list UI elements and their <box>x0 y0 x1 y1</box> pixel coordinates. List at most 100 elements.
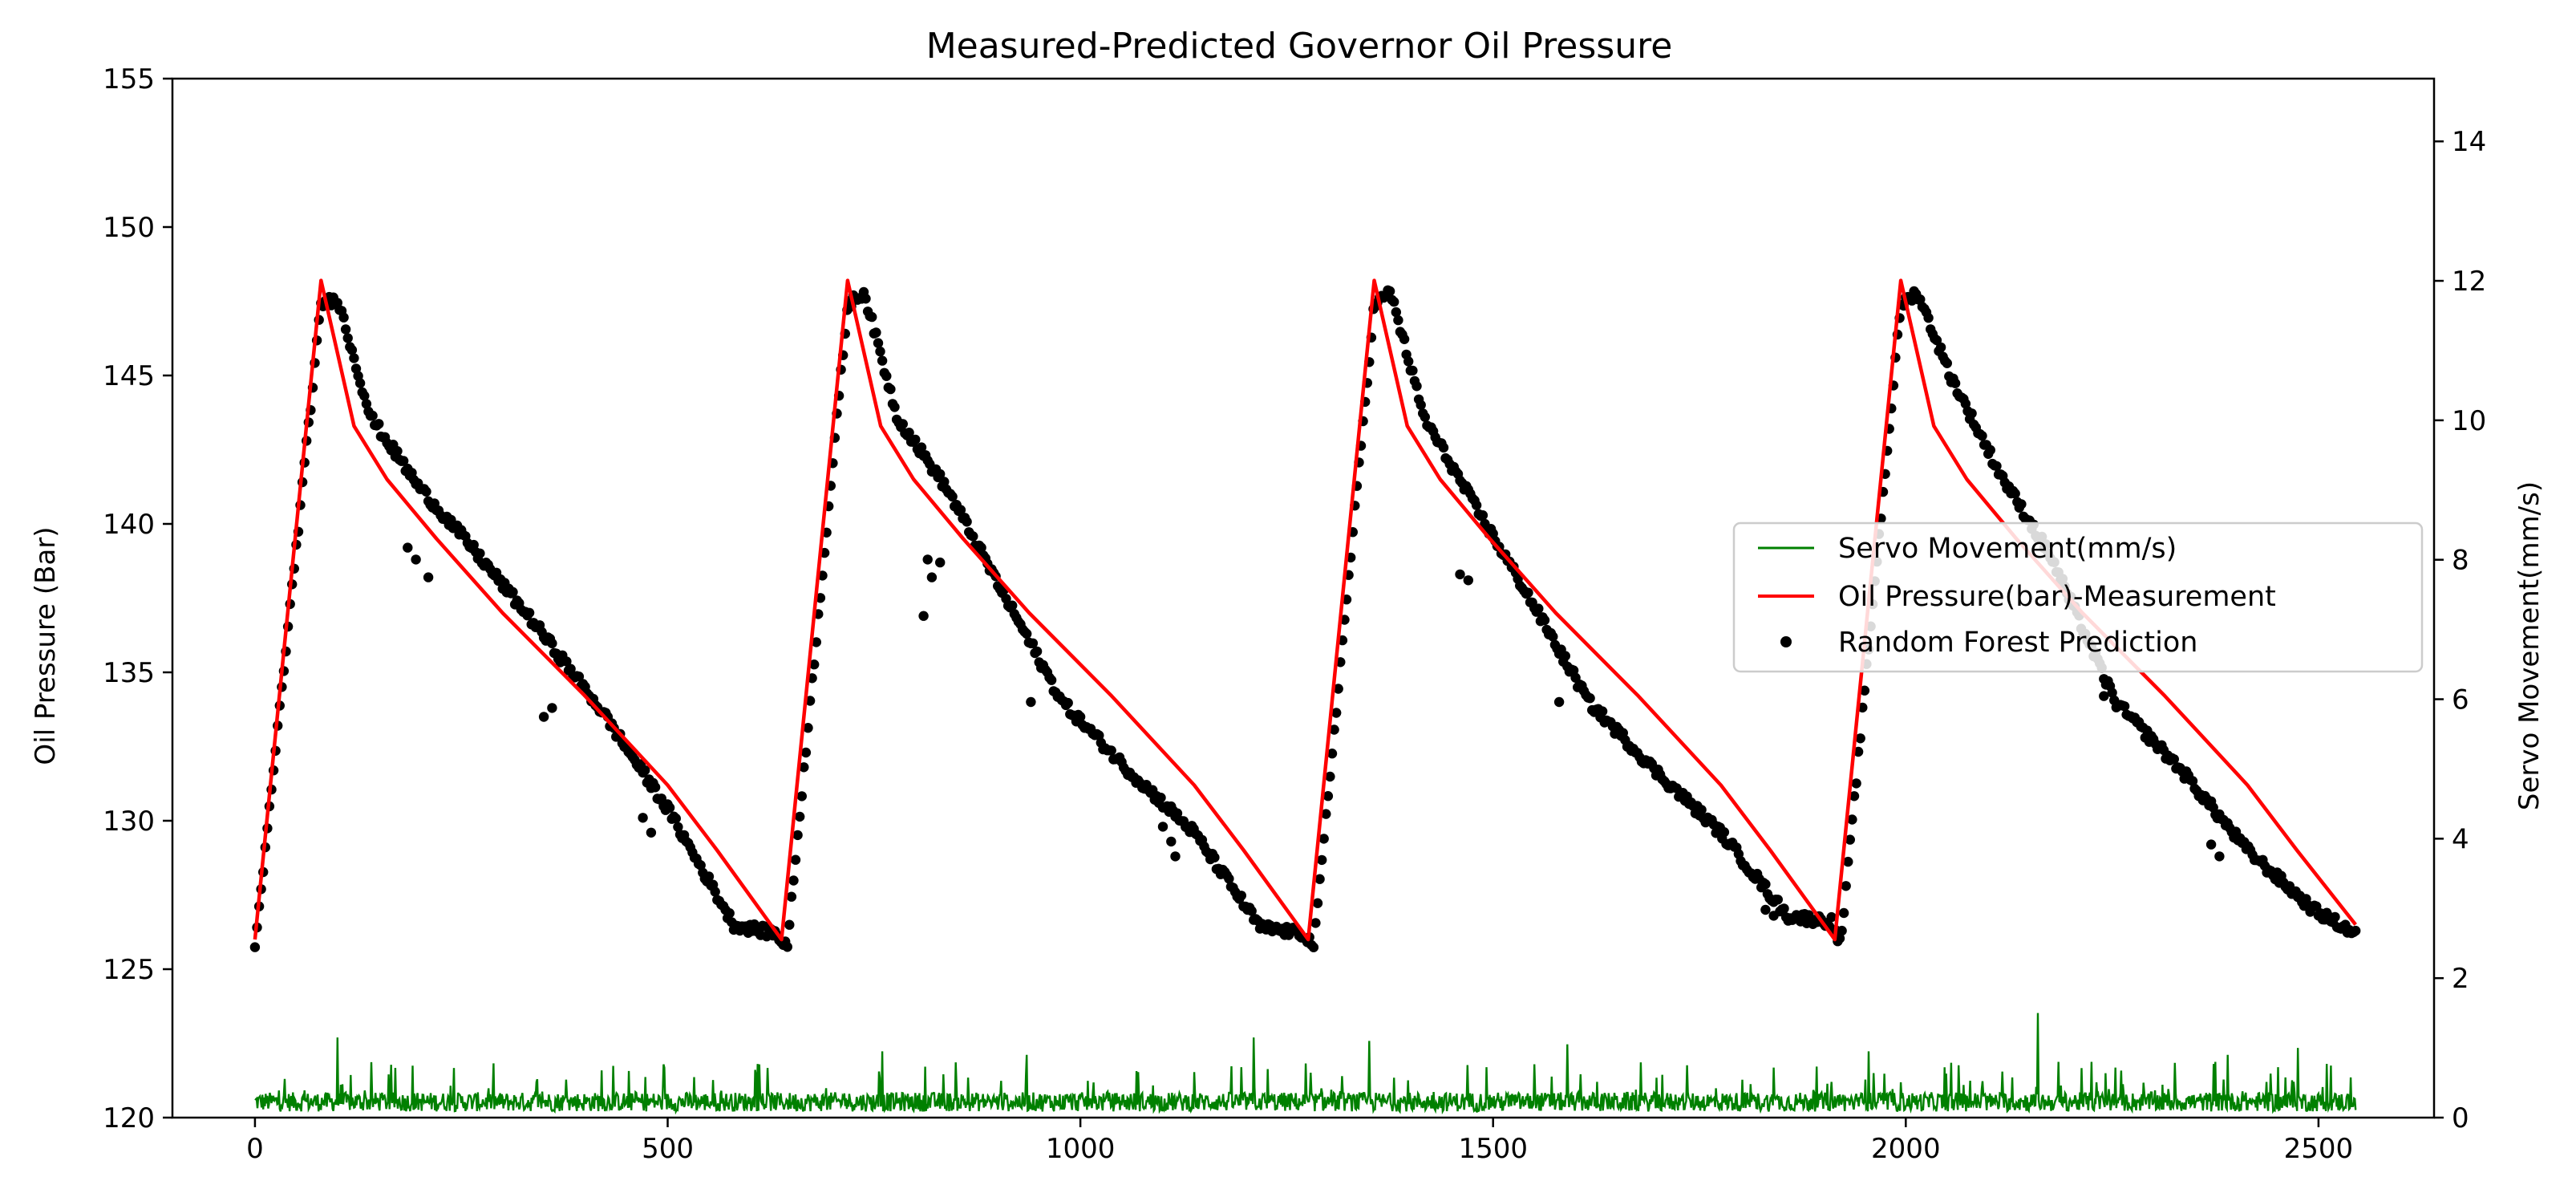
prediction-point <box>1106 745 1116 756</box>
prediction-point <box>1851 778 1861 789</box>
prediction-outlier-point <box>935 557 946 568</box>
prediction-outlier-point <box>2205 839 2217 850</box>
prediction-point <box>1407 365 1418 376</box>
prediction-point <box>1779 903 1789 914</box>
prediction-point <box>1960 399 1971 409</box>
prediction-point <box>573 672 585 682</box>
prediction-point <box>1560 651 1571 661</box>
prediction-point <box>1246 906 1257 916</box>
prediction-point <box>1393 315 1403 326</box>
y-tick-label: 130 <box>103 806 155 838</box>
prediction-point <box>1416 400 1426 410</box>
prediction-outlier-point <box>926 572 938 582</box>
prediction-outlier-point <box>1463 575 1474 586</box>
y-tick-label: 145 <box>103 360 155 392</box>
prediction-point <box>815 593 826 603</box>
prediction-point <box>359 391 370 401</box>
y-tick-label: 150 <box>103 212 155 244</box>
prediction-point <box>1224 874 1234 884</box>
chart-title: Measured-Predicted Governor Oil Pressure <box>926 26 1673 67</box>
prediction-point <box>1935 342 1946 353</box>
prediction-point <box>561 656 572 667</box>
y2-tick-label: 8 <box>2452 545 2469 577</box>
legend-swatch-prediction <box>1780 636 1792 647</box>
prediction-point <box>1318 834 1329 844</box>
prediction-point <box>1977 431 1987 441</box>
prediction-point <box>790 854 801 865</box>
y2-tick-label: 14 <box>2452 126 2486 158</box>
prediction-point <box>1027 638 1039 648</box>
prediction-point <box>1471 500 1482 510</box>
prediction-point <box>2016 499 2027 509</box>
legend-box <box>1732 521 2424 673</box>
prediction-point <box>1403 356 1414 367</box>
prediction-point <box>673 822 683 833</box>
prediction-point <box>421 486 431 497</box>
prediction-point <box>2330 911 2340 923</box>
y-tick-label: 155 <box>103 63 155 95</box>
prediction-point <box>1838 907 1849 919</box>
prediction-point <box>782 942 792 952</box>
prediction-point <box>349 353 359 363</box>
legend-label-measurement: Oil Pressure(bar)-Measurement <box>1838 581 2276 613</box>
prediction-point <box>1236 891 1247 901</box>
x-tick-label: 0 <box>246 1133 264 1165</box>
prediction-point <box>340 324 351 335</box>
prediction-outlier-point <box>922 554 933 565</box>
prediction-point <box>2351 925 2361 936</box>
prediction-point <box>873 338 884 348</box>
prediction-point <box>1859 685 1870 696</box>
prediction-point <box>1845 834 1855 845</box>
prediction-point <box>1855 733 1865 744</box>
prediction-point <box>1075 712 1086 722</box>
prediction-point <box>1772 895 1783 905</box>
y2-tick-label: 0 <box>2452 1102 2469 1134</box>
prediction-point <box>1760 879 1771 890</box>
prediction-point <box>2187 776 2198 786</box>
prediction-point <box>703 871 715 882</box>
x-tick-label: 1500 <box>1458 1133 1528 1165</box>
prediction-point <box>916 442 927 452</box>
prediction-point <box>1477 510 1488 521</box>
prediction-point <box>1533 603 1544 614</box>
prediction-point <box>811 637 821 647</box>
prediction-outlier-point <box>1768 911 1779 921</box>
prediction-point <box>786 891 797 902</box>
prediction-point <box>1826 911 1837 923</box>
prediction-point <box>1696 805 1707 815</box>
prediction-point <box>1438 442 1449 453</box>
prediction-outlier-point <box>2214 851 2225 862</box>
prediction-point <box>1007 600 1018 611</box>
prediction-point <box>1719 827 1730 838</box>
prediction-point <box>2107 688 2117 698</box>
x-tick-label: 2000 <box>1871 1133 1941 1165</box>
prediction-point <box>1399 334 1410 344</box>
prediction-point <box>1325 771 1335 782</box>
prediction-point <box>524 607 535 618</box>
prediction-outlier-point <box>1026 696 1036 708</box>
y2-tick-label: 10 <box>2452 405 2486 437</box>
prediction-point <box>2010 489 2020 499</box>
prediction-point <box>889 402 900 412</box>
prediction-point <box>804 696 816 706</box>
measurement-series-layer <box>253 278 2357 942</box>
prediction-point <box>508 586 518 598</box>
series-measurement-line <box>253 278 2357 942</box>
y2-tick-label: 6 <box>2452 684 2469 716</box>
prediction-outlier-point <box>403 542 413 553</box>
prediction-outlier-point <box>423 572 434 582</box>
prediction-point <box>354 378 366 388</box>
y-tick-label: 120 <box>103 1102 155 1134</box>
prediction-point <box>1412 381 1422 392</box>
prediction-outlier-point <box>547 703 557 713</box>
prediction-point <box>1308 942 1319 952</box>
x-tick-label: 1000 <box>1046 1133 1116 1165</box>
prediction-point <box>1849 791 1860 801</box>
prediction-point <box>1310 918 1321 928</box>
prediction-point <box>1923 313 1934 323</box>
prediction-point <box>803 723 813 733</box>
prediction-point <box>374 419 384 429</box>
y-tick-label: 140 <box>103 509 155 541</box>
y2-axis-label: Servo Movement(mm/s) <box>2513 481 2546 810</box>
